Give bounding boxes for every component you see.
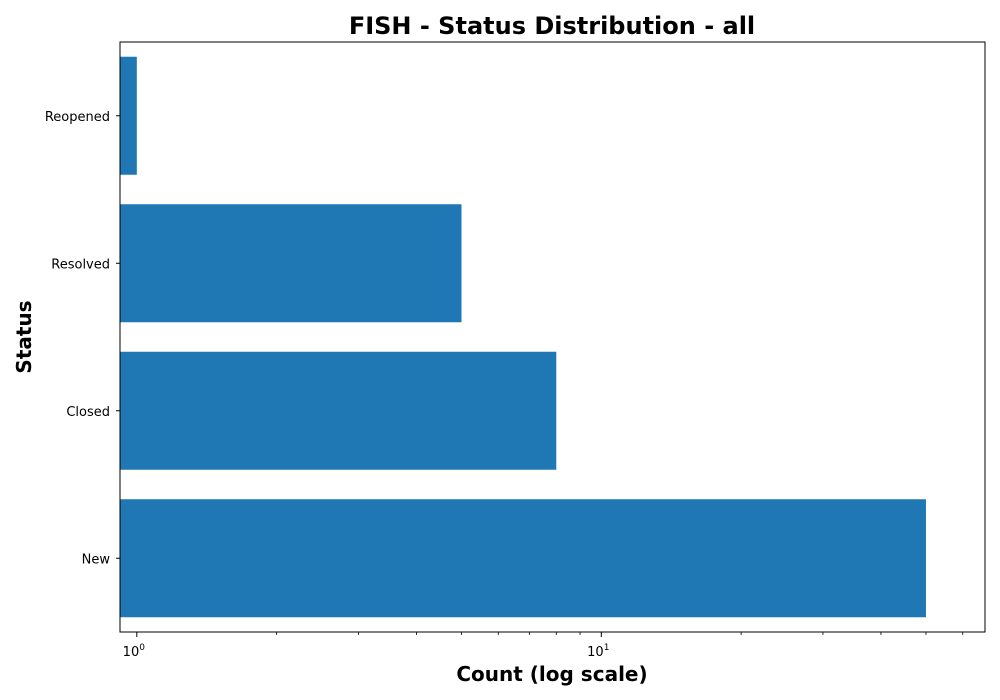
bar-reopened [120,56,137,175]
y-tick-label-closed: Closed [66,405,110,420]
y-tick-label-reopened: Reopened [45,110,110,125]
y-tick-label-new: New [82,552,111,567]
plot-frame [119,41,986,633]
x-tick-label: 100 [123,643,146,660]
bar-closed [120,351,557,470]
y-axis-label: Status [12,300,36,373]
y-tick-label-resolved: Resolved [51,257,110,272]
x-axis-label: Count (log scale) [456,662,647,686]
ticks-layer: New Closed Resolved Reopened 100 101 [45,110,964,660]
bar-resolved [120,204,462,323]
bar-new [120,499,926,618]
chart-title: FISH - Status Distribution - all [349,12,755,40]
x-tick-label: 101 [587,643,609,660]
bars-layer [120,56,926,618]
